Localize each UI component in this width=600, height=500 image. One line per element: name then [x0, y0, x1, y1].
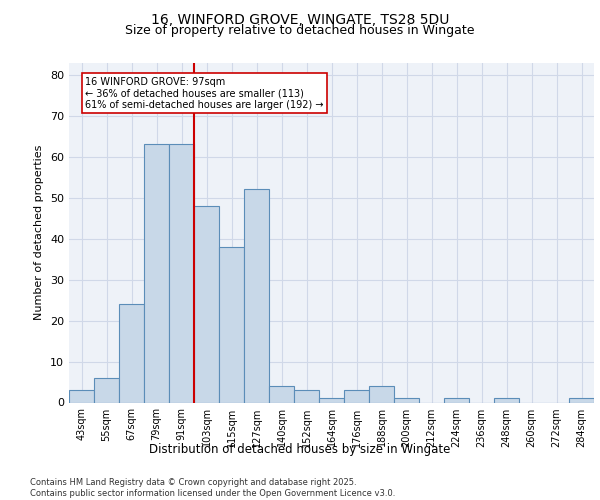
- Bar: [294, 390, 319, 402]
- Bar: [94, 378, 119, 402]
- Bar: [319, 398, 344, 402]
- Bar: [369, 386, 394, 402]
- Text: Distribution of detached houses by size in Wingate: Distribution of detached houses by size …: [149, 442, 451, 456]
- Bar: [394, 398, 419, 402]
- Bar: [344, 390, 369, 402]
- Bar: [444, 398, 469, 402]
- Bar: [494, 398, 519, 402]
- Bar: [569, 398, 594, 402]
- Bar: [219, 247, 244, 402]
- Bar: [244, 190, 269, 402]
- Bar: [144, 144, 169, 402]
- Text: 16, WINFORD GROVE, WINGATE, TS28 5DU: 16, WINFORD GROVE, WINGATE, TS28 5DU: [151, 12, 449, 26]
- Text: Size of property relative to detached houses in Wingate: Size of property relative to detached ho…: [125, 24, 475, 37]
- Y-axis label: Number of detached properties: Number of detached properties: [34, 145, 44, 320]
- Text: Contains HM Land Registry data © Crown copyright and database right 2025.
Contai: Contains HM Land Registry data © Crown c…: [30, 478, 395, 498]
- Bar: [119, 304, 144, 402]
- Bar: [169, 144, 194, 402]
- Text: 16 WINFORD GROVE: 97sqm
← 36% of detached houses are smaller (113)
61% of semi-d: 16 WINFORD GROVE: 97sqm ← 36% of detache…: [85, 77, 324, 110]
- Bar: [269, 386, 294, 402]
- Bar: [69, 390, 94, 402]
- Bar: [194, 206, 219, 402]
